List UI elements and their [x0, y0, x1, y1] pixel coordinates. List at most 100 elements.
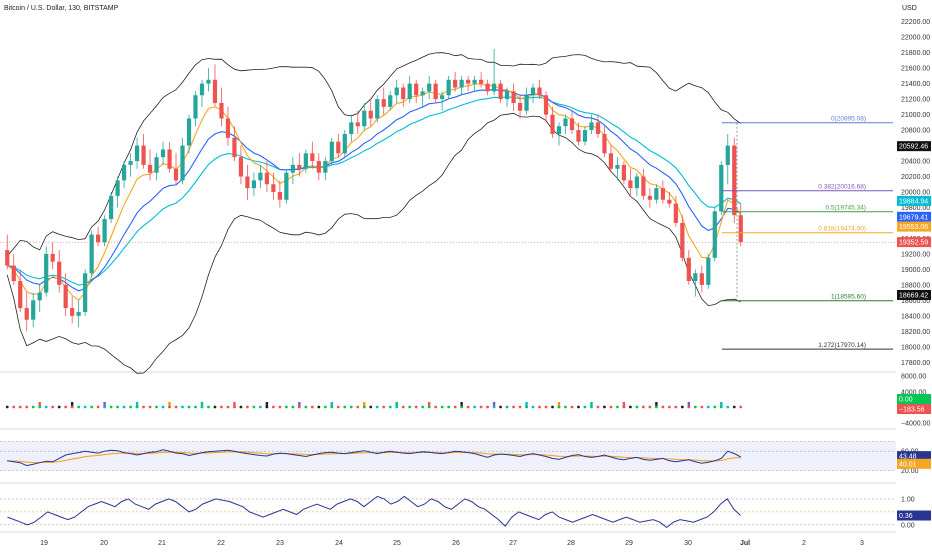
osc-dot [648, 405, 652, 409]
osc-bar [460, 402, 463, 408]
osc-dot [518, 405, 522, 409]
candle-body [115, 180, 120, 196]
osc-dot [168, 405, 171, 409]
time-tick-label: Jul [740, 540, 750, 547]
candle-body [407, 83, 412, 100]
candle-body [388, 95, 393, 107]
time-tick-label: 22 [217, 540, 225, 547]
osc-dot [622, 405, 626, 409]
osc-dot [96, 405, 100, 409]
candle-body [732, 145, 737, 216]
osc-dot [732, 405, 736, 409]
time-tick-label: 30 [684, 540, 692, 547]
price-tick-label: 18600.00 [901, 298, 930, 305]
osc-dot [479, 405, 483, 409]
osc-bar [70, 402, 74, 408]
candle-body [712, 211, 717, 258]
osc-bar [168, 402, 171, 408]
osc-dot [57, 405, 61, 409]
candle-body [323, 161, 328, 173]
candle-body [258, 172, 263, 181]
candle-body [537, 87, 542, 96]
price-tick-label: 19200.00 [901, 251, 930, 258]
candle-body [453, 79, 458, 88]
cci-tick-label: 0.00 [901, 522, 915, 529]
candles [0, 48, 896, 332]
candle-body [530, 87, 536, 96]
osc-tick-label: −4000.00 [901, 421, 930, 428]
osc-dot [90, 405, 94, 409]
candle-body [647, 195, 652, 200]
fib-level-label: 0.618(19474.00) [818, 226, 866, 233]
osc-dot [103, 405, 107, 409]
osc-dot [726, 405, 730, 409]
candle-body [89, 234, 94, 274]
price-tag-value: 19884.94 [899, 198, 928, 205]
price-tag-value: 20592.46 [899, 144, 928, 151]
candle-body [608, 153, 614, 169]
candle-body [329, 141, 334, 162]
osc-bar [395, 402, 398, 408]
cci-line [7, 495, 741, 529]
candle-body [83, 273, 88, 312]
candle-body [63, 284, 68, 309]
osc-dot [362, 405, 366, 409]
candle-body [284, 172, 289, 200]
candle-body [11, 265, 16, 281]
time-tick-label: 23 [276, 540, 284, 547]
osc-dot [596, 405, 600, 409]
osc-dot [700, 405, 704, 409]
candle-body [50, 253, 55, 262]
osc-dot [161, 405, 165, 409]
osc-dot [187, 405, 191, 409]
osc-dot [330, 405, 334, 409]
candle-body [310, 153, 315, 162]
price-axis[interactable]: 22200.00 22000.00 21800.00 21600.00 21400.00… [901, 19, 930, 367]
candle-body [550, 114, 555, 134]
time-axis[interactable]: 19 20 21 22 23 24 25 26 27 28 29 30 Jul 2 3 [40, 540, 864, 547]
osc-bar [622, 402, 626, 408]
time-tick-label: 2 [802, 540, 806, 547]
osc-value-tag: −183.56 [897, 404, 931, 414]
candle-body [70, 308, 75, 316]
candle-body [667, 199, 672, 204]
candle-body [719, 164, 724, 212]
candle-body [167, 149, 172, 169]
osc-dot [531, 405, 535, 409]
candle-body [355, 122, 360, 127]
price-tick-label: 20000.00 [901, 190, 930, 197]
candle-body [602, 133, 607, 154]
osc-dot [142, 405, 145, 409]
candle-body [147, 164, 153, 173]
candle-body [336, 141, 341, 154]
price-tick-label: 18800.00 [901, 282, 930, 289]
osc-bar [265, 402, 269, 408]
candle-body [24, 308, 29, 320]
osc-bar [38, 402, 41, 408]
osc-dot [77, 405, 81, 409]
candle-body [693, 273, 698, 281]
osc-dot [31, 405, 35, 409]
price-tick-label: 22000.00 [901, 35, 930, 42]
osc-dot [680, 405, 684, 409]
osc-dot [259, 405, 262, 409]
candle-body [498, 83, 503, 100]
candle-body [180, 145, 185, 181]
candle-body [232, 137, 237, 158]
osc-dot [116, 405, 119, 409]
candle-body [316, 161, 321, 173]
price-tag: 19553.06 [897, 221, 931, 232]
osc-dot [654, 405, 658, 409]
price-tag-value: 19679.41 [899, 214, 928, 221]
candle-body [76, 311, 81, 316]
time-tick-label: 24 [335, 540, 343, 547]
candle-body [621, 164, 627, 181]
candle-body [31, 300, 36, 320]
candle-body [271, 184, 276, 192]
osc-dot [278, 405, 282, 409]
candle-body [375, 99, 380, 119]
rsi-band [0, 441, 896, 471]
candle-body [160, 149, 166, 158]
